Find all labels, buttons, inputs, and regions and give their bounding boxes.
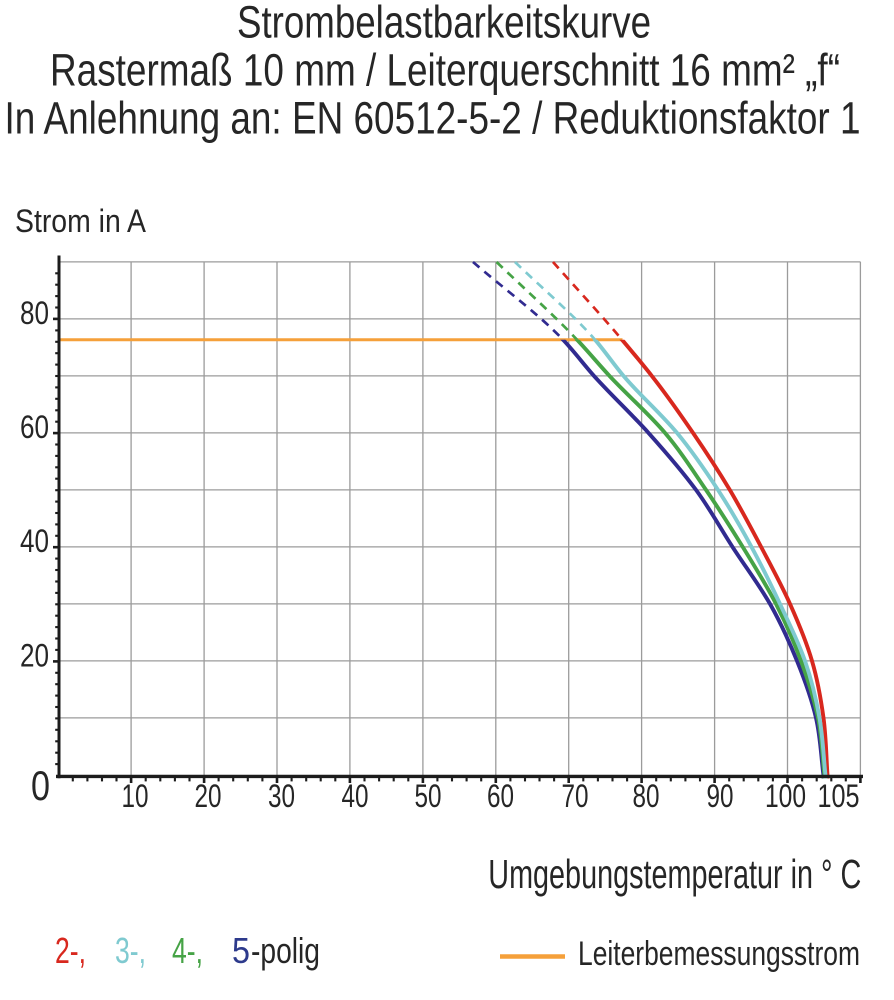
svg-text:Umgebungstemperatur in ° C: Umgebungstemperatur in ° C [488, 851, 861, 897]
svg-text:40: 40 [20, 523, 49, 559]
svg-text:20: 20 [195, 778, 222, 814]
svg-text:4-,: 4-, [172, 930, 203, 971]
svg-text:Strom in A: Strom in A [15, 203, 147, 239]
svg-text:100: 100 [765, 778, 806, 814]
svg-text:60: 60 [20, 409, 49, 445]
svg-text:3-,: 3-, [115, 930, 146, 971]
svg-text:20: 20 [20, 637, 49, 673]
svg-text:30: 30 [268, 778, 295, 814]
svg-text:50: 50 [415, 778, 442, 814]
svg-text:80: 80 [633, 778, 660, 814]
svg-text:2-,: 2-, [55, 930, 86, 971]
svg-text:105: 105 [818, 778, 860, 814]
svg-text:In Anlehnung an: EN 60512-5-2: In Anlehnung an: EN 60512-5-2 / Reduktio… [5, 93, 861, 144]
svg-text:Rastermaß 10 mm / Leiterquersc: Rastermaß 10 mm / Leiterquerschnitt 16 m… [50, 45, 840, 96]
svg-text:Strombelastbarkeitskurve: Strombelastbarkeitskurve [237, 0, 651, 48]
svg-text:-polig: -polig [251, 930, 320, 971]
svg-text:90: 90 [707, 778, 734, 814]
svg-text:0: 0 [31, 762, 50, 809]
svg-text:80: 80 [20, 295, 49, 331]
svg-text:Leiterbemessungsstrom: Leiterbemessungsstrom [578, 935, 860, 973]
svg-text:60: 60 [487, 778, 514, 814]
svg-text:70: 70 [562, 778, 589, 814]
svg-text:10: 10 [122, 778, 149, 814]
svg-text:5: 5 [232, 930, 250, 971]
svg-text:40: 40 [342, 778, 369, 814]
